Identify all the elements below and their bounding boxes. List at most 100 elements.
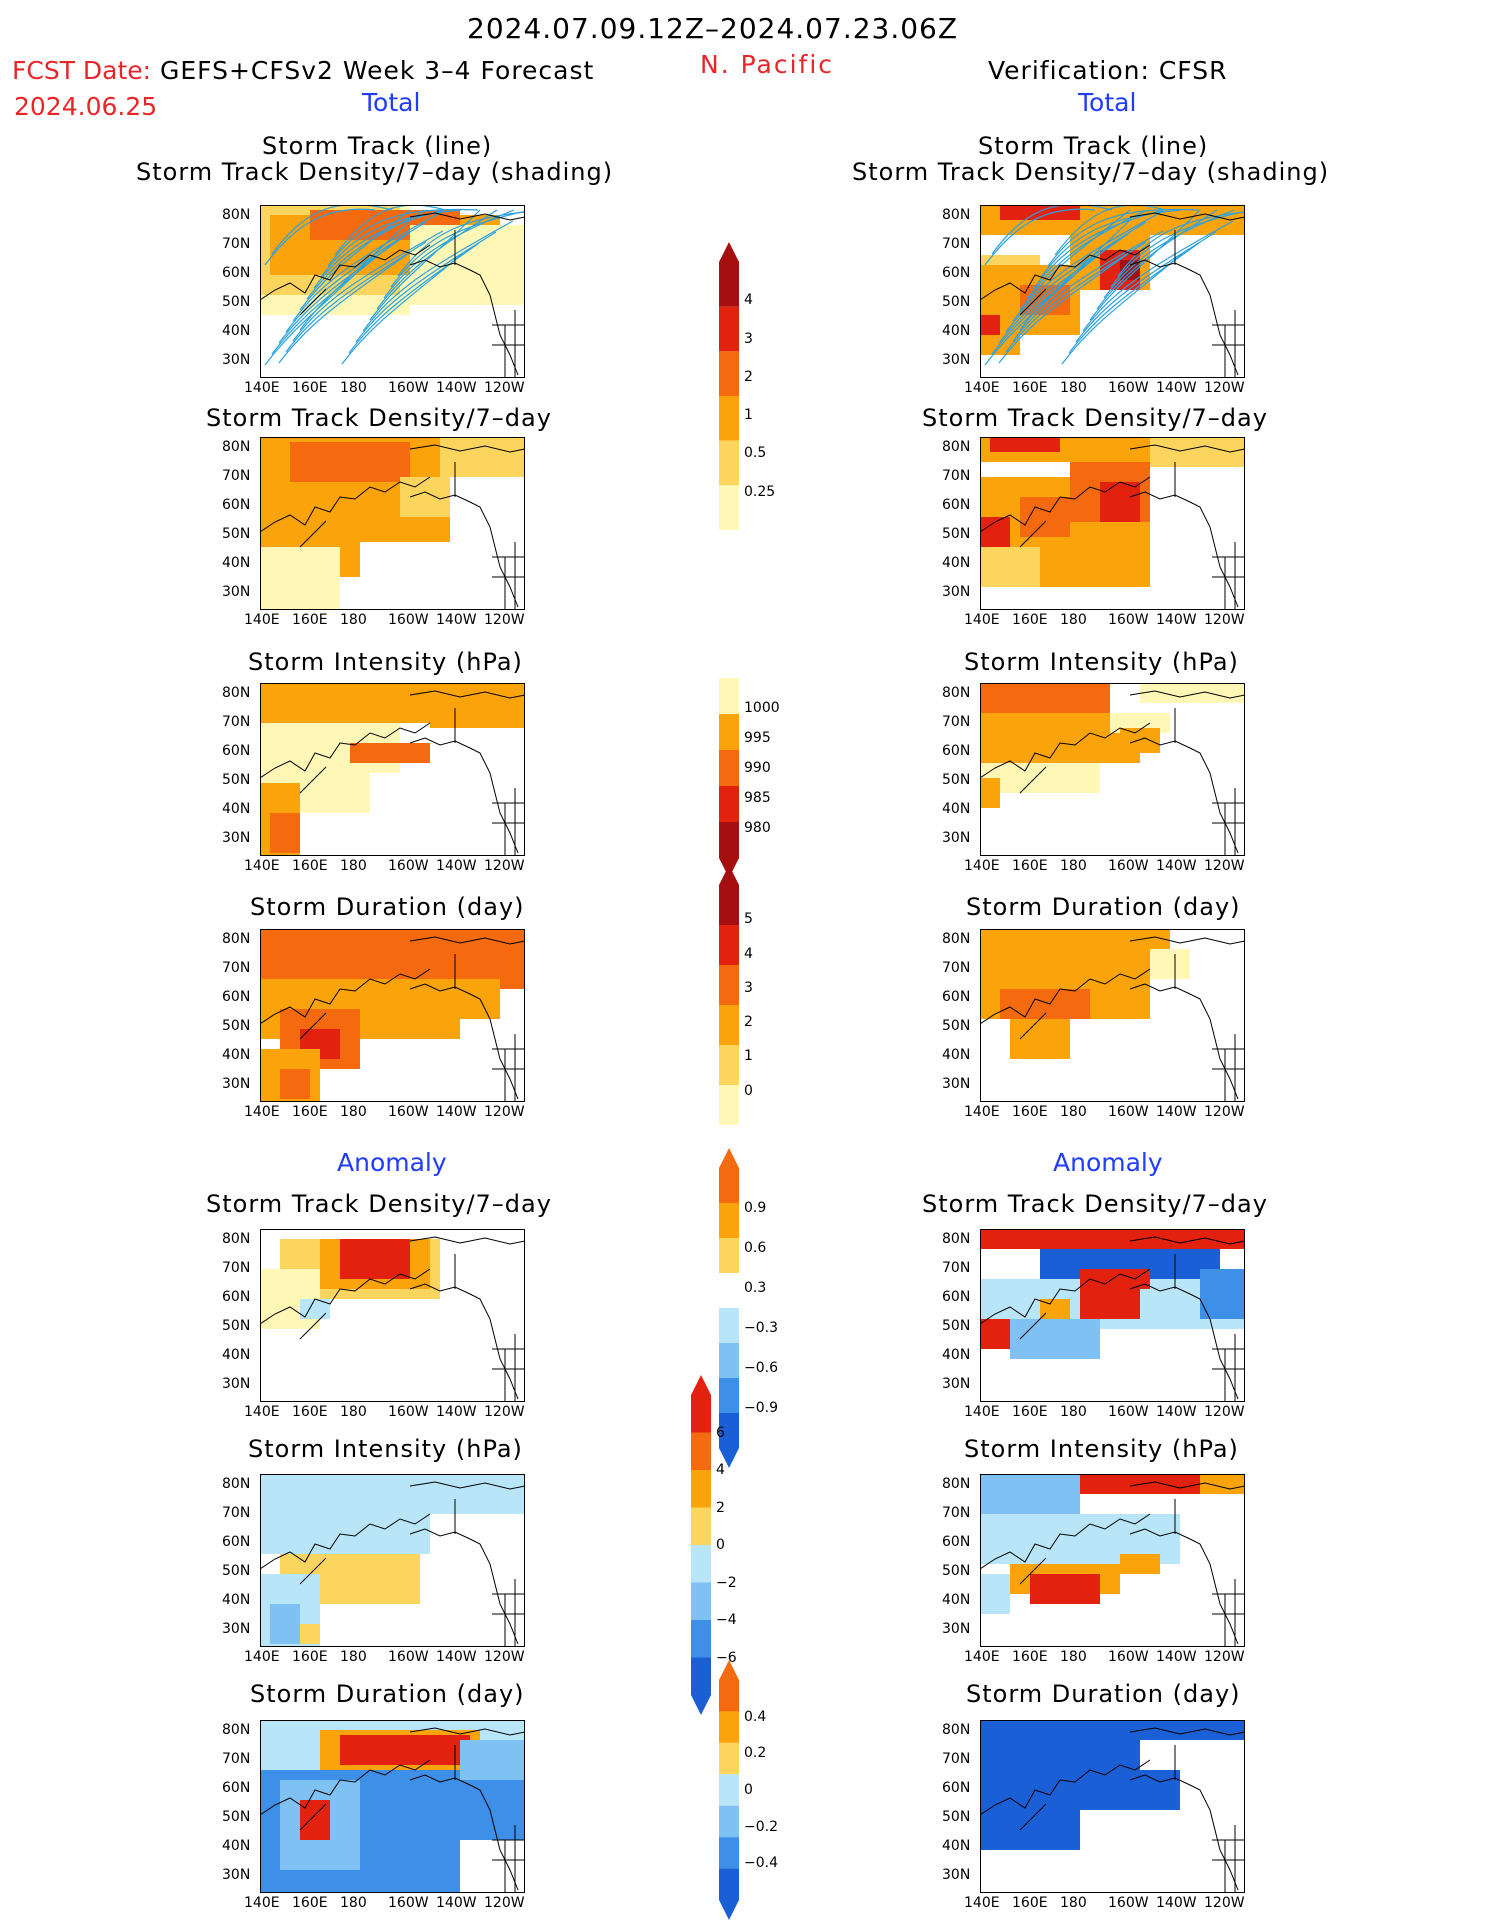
lon-label: 120W [1204, 380, 1245, 396]
lat-label: 60N [222, 1534, 251, 1550]
map-duration-anom-verification [980, 1720, 1245, 1893]
colorbar-tick-label: 2 [744, 368, 753, 385]
map-intensity-forecast [260, 683, 525, 856]
lon-label: 180 [1060, 1104, 1087, 1120]
colorbar-swatch [719, 1005, 739, 1045]
map-density-anom-forecast [260, 1229, 525, 1402]
lat-label: 40N [222, 1838, 251, 1854]
lat-label: 40N [942, 323, 971, 339]
lon-label: 160E [1012, 380, 1048, 396]
title-track-line-left: Storm Track (line) [262, 132, 493, 160]
lon-label: 160E [292, 380, 328, 396]
colorbar-swatch [719, 306, 739, 352]
colorbar-swatch [719, 1045, 739, 1085]
lat-label: 70N [222, 1260, 251, 1276]
lon-label: 140W [1156, 1895, 1197, 1911]
colorbar-swatch [719, 1711, 739, 1743]
colorbar-swatch [719, 485, 739, 530]
colorbar-swatch [719, 678, 739, 714]
map-duration-forecast [260, 929, 525, 1102]
lat-label: 70N [222, 468, 251, 484]
colorbar-swatch [719, 822, 739, 858]
colorbar-swatch [719, 1308, 739, 1343]
lat-label: 40N [942, 1347, 971, 1363]
lat-label: 70N [942, 960, 971, 976]
lat-label: 60N [222, 1289, 251, 1305]
map-density-forecast [260, 437, 525, 610]
colorbar-swatch [719, 1868, 739, 1900]
lat-label: 70N [942, 1751, 971, 1767]
colorbar-tick-label: 5 [744, 911, 753, 928]
colorbar-tick-label: 0 [716, 1537, 725, 1553]
lat-label: 60N [942, 743, 971, 759]
lon-label: 140E [964, 1895, 1000, 1911]
fcst-date-value: 2024.06.25 [14, 92, 158, 121]
colorbar-tick-label: 6 [716, 1424, 725, 1441]
colorbar-swatch [719, 714, 739, 750]
storm-track-lines [984, 205, 1245, 366]
lon-label: 140W [1156, 1104, 1197, 1120]
fcst-date-label: FCST Date: [12, 56, 152, 85]
lat-label: 80N [222, 1231, 251, 1247]
lat-label: 40N [942, 555, 971, 571]
lon-label: 160E [1012, 1649, 1048, 1665]
colorbar-duration_total [719, 865, 739, 1125]
colorbar-swatch [719, 1837, 739, 1869]
lon-label: 140E [244, 612, 280, 628]
colorbar-tick-label: 4 [716, 1462, 725, 1478]
lon-label: 140E [244, 1404, 280, 1420]
lat-label: 50N [222, 294, 251, 310]
lon-label: 160W [1108, 1649, 1149, 1665]
lat-label: 40N [942, 1592, 971, 1608]
anomaly-label-left: Anomaly [337, 1148, 447, 1177]
lat-label: 40N [222, 323, 251, 339]
lat-label: 80N [942, 1231, 971, 1247]
lat-label: 60N [222, 265, 251, 281]
colorbar-swatch [691, 1470, 711, 1508]
colorbar-tick-label: 0.9 [744, 1200, 767, 1216]
lat-label: 40N [222, 1347, 251, 1363]
lon-label: 140W [1156, 380, 1197, 396]
lon-label: 140W [1156, 612, 1197, 628]
colorbar-tick-label: 990 [744, 760, 771, 776]
map-intensity-anom-verification [980, 1474, 1245, 1647]
lon-label: 120W [1204, 612, 1245, 628]
lon-label: 120W [1204, 1895, 1245, 1911]
lat-label: 70N [942, 236, 971, 252]
model-title: GEFS+CFSv2 Week 3–4 Forecast [160, 56, 595, 85]
lon-label: 140W [436, 612, 477, 628]
lat-label: 80N [222, 439, 251, 455]
colorbar-swatch [719, 1805, 739, 1838]
title-density-right: Storm Track Density/7–day [922, 404, 1268, 432]
lat-label: 80N [942, 1476, 971, 1492]
lon-label: 180 [340, 858, 367, 874]
title-track-shading-left: Storm Track Density/7–day (shading) [136, 158, 614, 186]
region-title: N. Pacific [700, 50, 835, 79]
lon-label: 160W [388, 1104, 429, 1120]
title-density-anom-left: Storm Track Density/7–day [206, 1190, 552, 1218]
lat-label: 60N [942, 1780, 971, 1796]
lon-label: 140E [964, 1404, 1000, 1420]
map-intensity-verification [980, 683, 1245, 856]
title-density-left: Storm Track Density/7–day [206, 404, 552, 432]
lat-label: 30N [942, 1621, 971, 1637]
map-intensity-anom-forecast [260, 1474, 525, 1647]
lat-label: 30N [942, 1076, 971, 1092]
lon-label: 160W [388, 612, 429, 628]
lat-label: 70N [942, 1505, 971, 1521]
colorbar-swatch [691, 1657, 711, 1695]
lat-label: 40N [222, 555, 251, 571]
title-track-line-right: Storm Track (line) [978, 132, 1209, 160]
colorbar-swatch [719, 351, 739, 396]
lon-label: 160W [1108, 612, 1149, 628]
verification-title: Verification: CFSR [988, 56, 1228, 85]
lon-label: 140E [964, 858, 1000, 874]
colorbar-tick-label: 4 [744, 945, 753, 962]
lat-label: 70N [222, 236, 251, 252]
total-label-left: Total [362, 88, 421, 117]
lon-label: 160W [388, 380, 429, 396]
lat-label: 30N [222, 1867, 251, 1883]
lat-label: 50N [942, 526, 971, 542]
lat-label: 70N [222, 960, 251, 976]
colorbar-swatch [719, 885, 739, 925]
